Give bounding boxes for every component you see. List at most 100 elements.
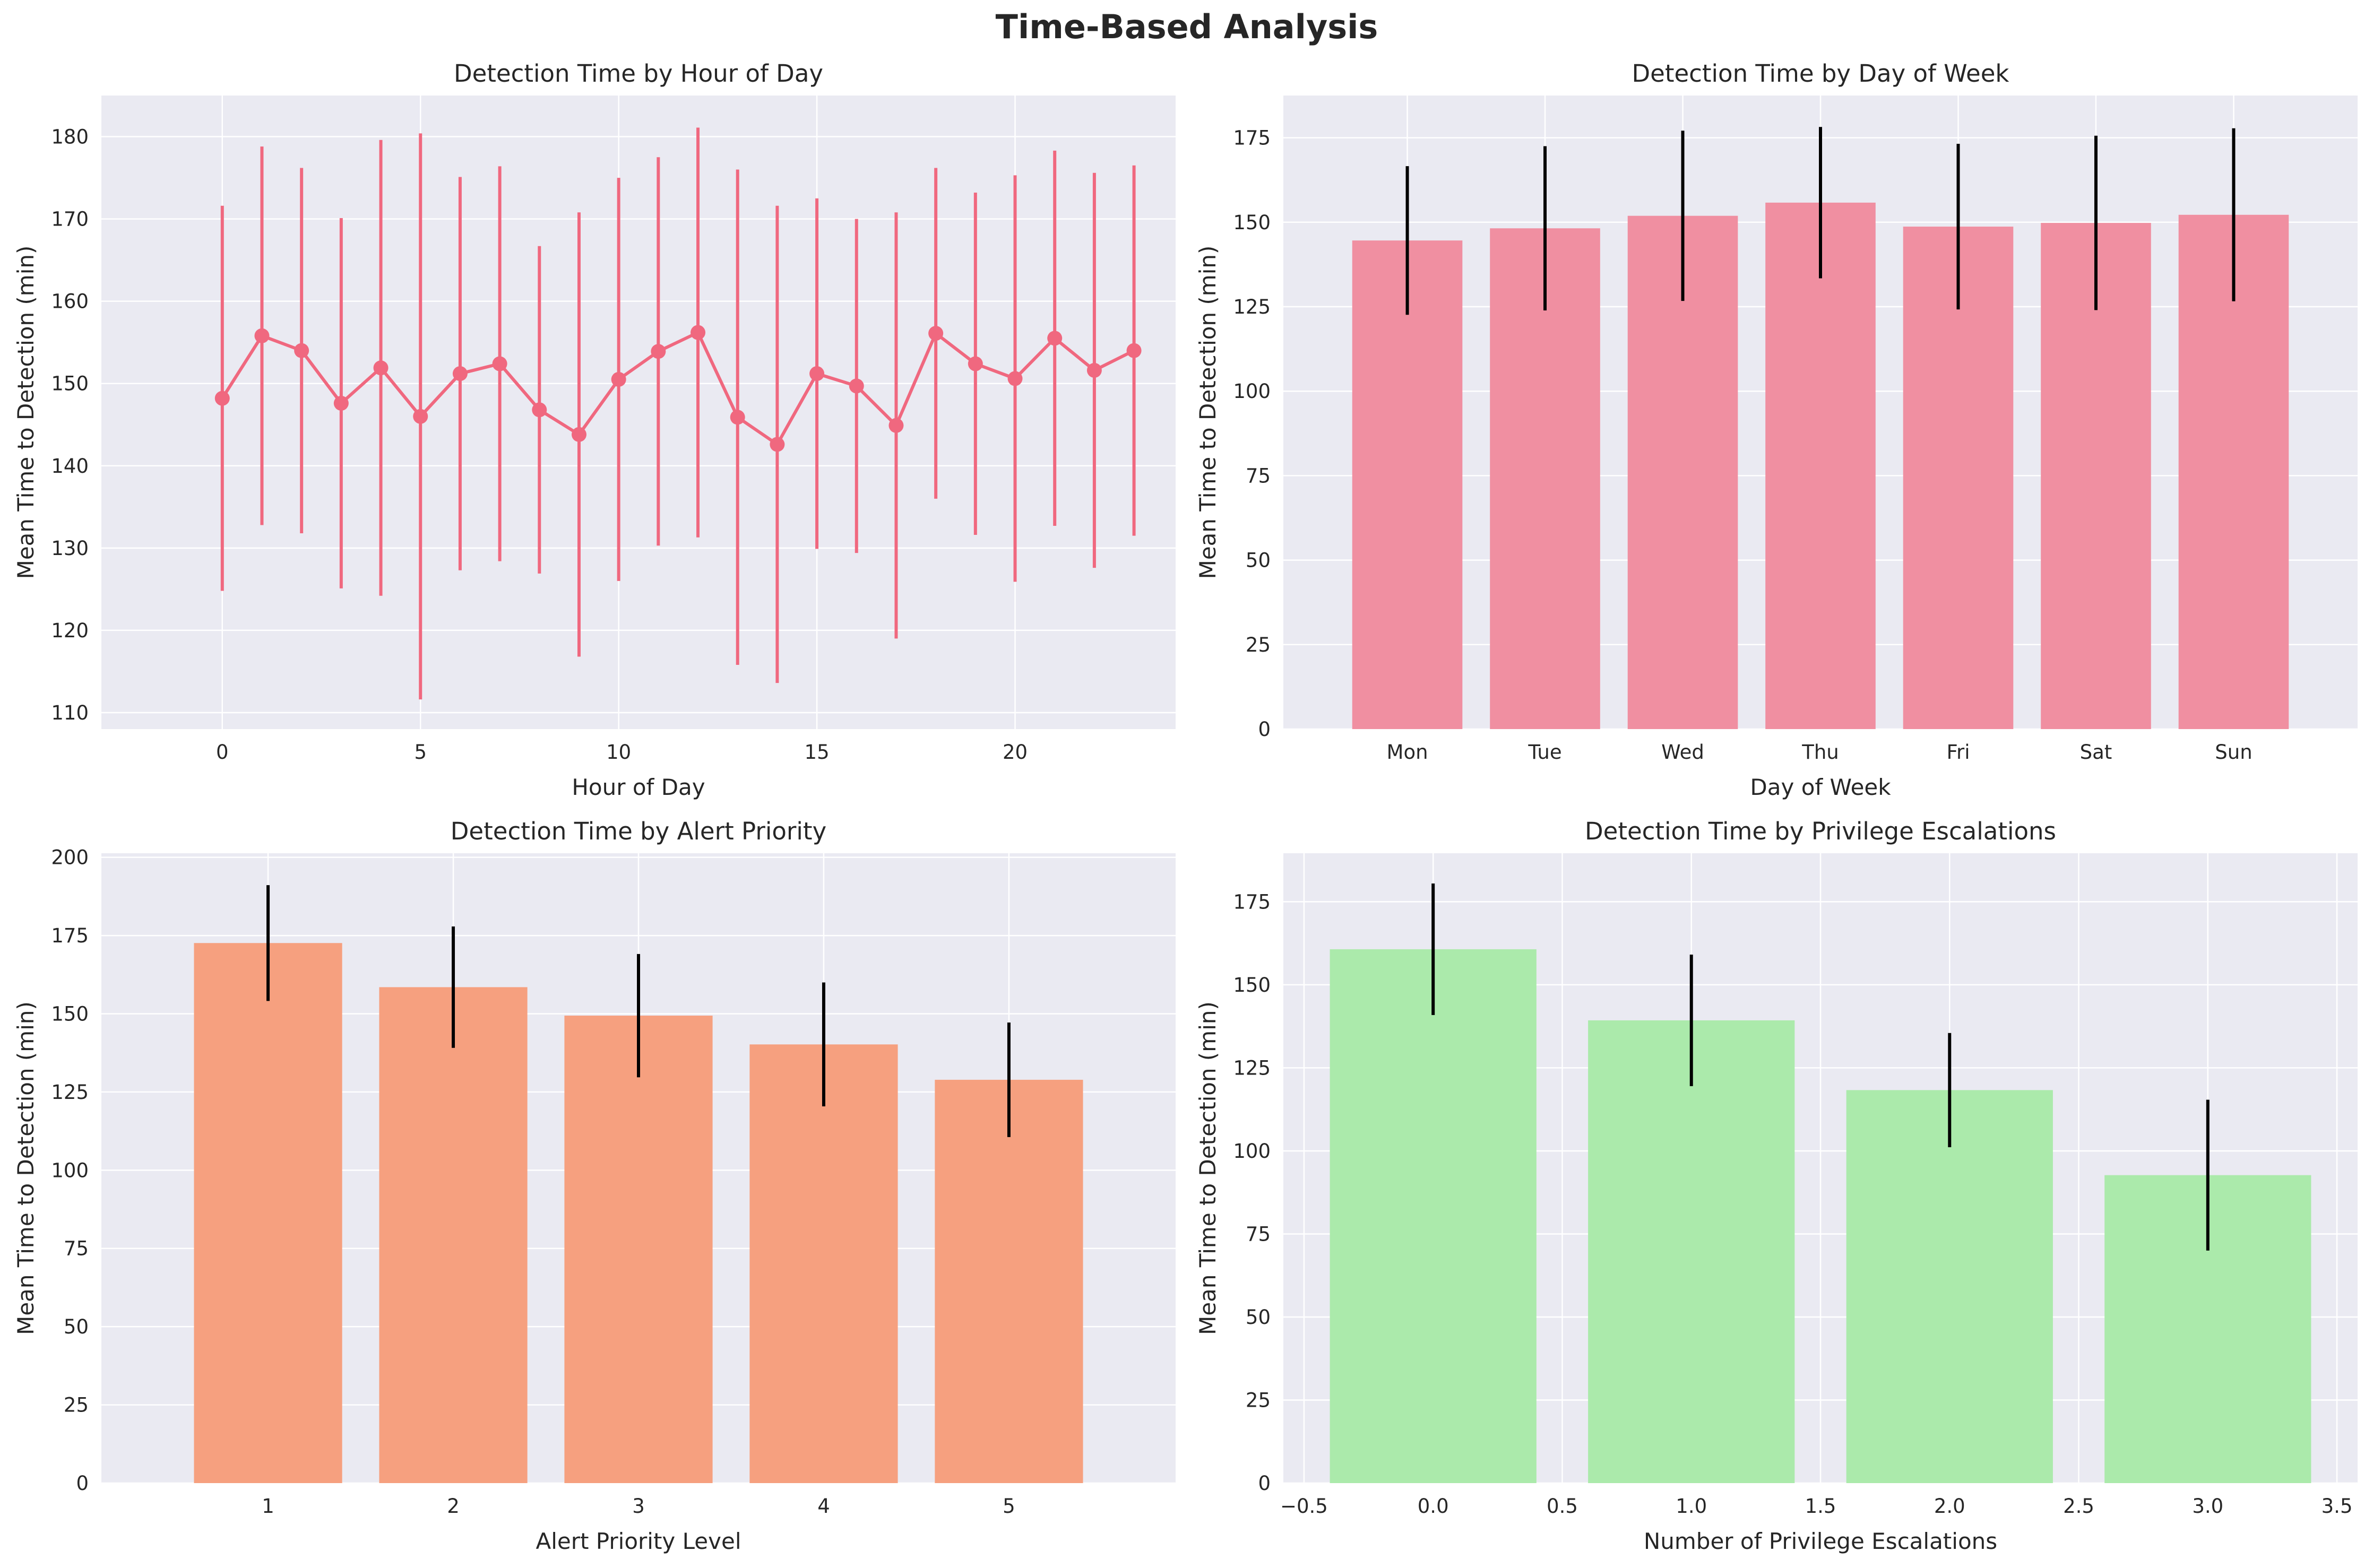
x-tick-label: 0 — [216, 741, 229, 764]
y-axis-label: Mean Time to Detection (min) — [1195, 246, 1221, 579]
hour-data-point — [452, 366, 468, 382]
y-tick-label: 150 — [1233, 211, 1271, 234]
x-tick-label: 10 — [606, 741, 631, 764]
privilege-escalations-chart: 0 25 50 75 100 125 150 175 −0.5 0.0 0.5 1.0 1.5 2.0 2.… — [1195, 817, 2358, 1554]
day-bar — [1903, 227, 2014, 730]
x-tick-label: 5 — [414, 741, 427, 764]
y-tick-label: 130 — [51, 537, 89, 560]
hour-data-point — [413, 409, 428, 424]
y-tick-label: 175 — [1233, 890, 1271, 913]
panel-title: Detection Time by Day of Week — [1632, 59, 2009, 88]
hour-data-point — [571, 427, 586, 442]
hour-data-point — [1126, 343, 1142, 358]
x-tick-label: 0.5 — [1547, 1495, 1578, 1518]
day-bar — [1490, 228, 1600, 729]
priority-bar — [935, 1079, 1083, 1483]
x-axis-label: Hour of Day — [572, 774, 705, 800]
panel-title: Detection Time by Alert Priority — [451, 817, 826, 845]
y-tick-label: 75 — [64, 1237, 89, 1260]
x-tick-label: −0.5 — [1280, 1495, 1328, 1518]
y-tick-label: 25 — [1246, 1389, 1271, 1411]
x-tick-label: 1.5 — [1805, 1495, 1836, 1518]
figure-title: Time-Based Analysis — [996, 7, 1378, 46]
hour-data-point — [1047, 331, 1063, 346]
y-tick-label: 100 — [1233, 380, 1271, 403]
hour-data-point — [1086, 362, 1102, 378]
hour-data-point — [770, 437, 785, 452]
x-tick-label: Sat — [2080, 741, 2112, 764]
hour-data-point — [492, 356, 507, 371]
y-tick-label: 150 — [1233, 974, 1271, 997]
x-tick-label: Fri — [1946, 741, 1970, 764]
y-axis-label: Mean Time to Detection (min) — [13, 1001, 39, 1335]
y-tick-label: 50 — [64, 1315, 89, 1338]
y-tick-label: 100 — [51, 1159, 89, 1182]
y-tick-label: 100 — [1233, 1140, 1271, 1163]
x-tick-label: Tue — [1528, 741, 1561, 764]
hour-data-point — [254, 328, 270, 343]
x-tick-label: 5 — [1003, 1495, 1015, 1518]
hour-data-point — [849, 378, 864, 394]
y-tick-label: 75 — [1246, 1223, 1271, 1245]
y-axis-label: Mean Time to Detection (min) — [1195, 1001, 1221, 1335]
x-tick-label: 0.0 — [1418, 1495, 1449, 1518]
priority-bar — [749, 1044, 898, 1483]
x-tick-label: 2.5 — [2063, 1495, 2094, 1518]
plot-area — [101, 96, 1176, 729]
y-tick-label: 150 — [51, 1002, 89, 1025]
y-tick-label: 110 — [51, 701, 89, 724]
y-tick-label: 200 — [51, 846, 89, 869]
hour-data-point — [928, 326, 944, 341]
x-axis-label: Alert Priority Level — [536, 1528, 741, 1554]
y-tick-label: 170 — [51, 208, 89, 231]
y-tick-label: 25 — [1246, 634, 1271, 656]
x-tick-label: 15 — [805, 741, 830, 764]
x-tick-label: 1.0 — [1676, 1495, 1707, 1518]
x-tick-label: Sun — [2215, 741, 2252, 764]
y-tick-label: 160 — [51, 290, 89, 313]
x-tick-label: 20 — [1003, 741, 1028, 764]
x-tick-label: 3 — [632, 1495, 645, 1518]
x-tick-label: 4 — [817, 1495, 830, 1518]
escalation-bar — [1330, 949, 1537, 1483]
x-tick-label: 2.0 — [1934, 1495, 1965, 1518]
x-tick-label: 3.0 — [2192, 1495, 2223, 1518]
y-tick-label: 125 — [1233, 296, 1271, 318]
hour-data-point — [532, 402, 547, 418]
y-tick-label: 125 — [51, 1081, 89, 1104]
hour-data-point — [333, 395, 349, 411]
hour-data-point — [373, 360, 389, 376]
hour-data-point — [809, 366, 825, 382]
hour-data-point — [968, 356, 983, 371]
y-tick-label: 140 — [51, 455, 89, 478]
hour-data-point — [691, 325, 706, 340]
escalation-bar — [1588, 1020, 1795, 1483]
y-tick-label: 75 — [1246, 464, 1271, 487]
day-bar — [1765, 202, 1876, 729]
priority-bar — [564, 1016, 713, 1483]
y-tick-label: 150 — [51, 372, 89, 395]
y-tick-label: 180 — [51, 126, 89, 149]
x-tick-label: 2 — [447, 1495, 460, 1518]
y-tick-label: 25 — [64, 1394, 89, 1417]
x-axis-label: Number of Privilege Escalations — [1644, 1528, 1997, 1554]
y-tick-label: 175 — [1233, 127, 1271, 150]
y-tick-label: 175 — [51, 924, 89, 947]
y-tick-label: 50 — [1246, 549, 1271, 572]
y-tick-label: 0 — [1258, 1472, 1271, 1495]
y-tick-label: 125 — [1233, 1056, 1271, 1079]
x-tick-label: 1 — [262, 1495, 274, 1518]
x-tick-label: 3.5 — [2322, 1495, 2353, 1518]
hour-data-point — [1007, 371, 1023, 386]
priority-bar — [379, 987, 528, 1483]
x-axis-label: Day of Week — [1750, 774, 1891, 800]
hour-data-point — [294, 343, 309, 358]
x-tick-label: Thu — [1801, 741, 1839, 764]
alert-priority-chart: 0 25 50 75 100 125 150 175 200 1 2 3 4 5 Detection Tim… — [13, 817, 1176, 1554]
y-tick-label: 0 — [1258, 718, 1271, 741]
hour-data-point — [611, 371, 626, 387]
priority-bar — [194, 943, 342, 1483]
hour-data-point — [730, 410, 745, 425]
y-tick-label: 0 — [76, 1472, 89, 1495]
